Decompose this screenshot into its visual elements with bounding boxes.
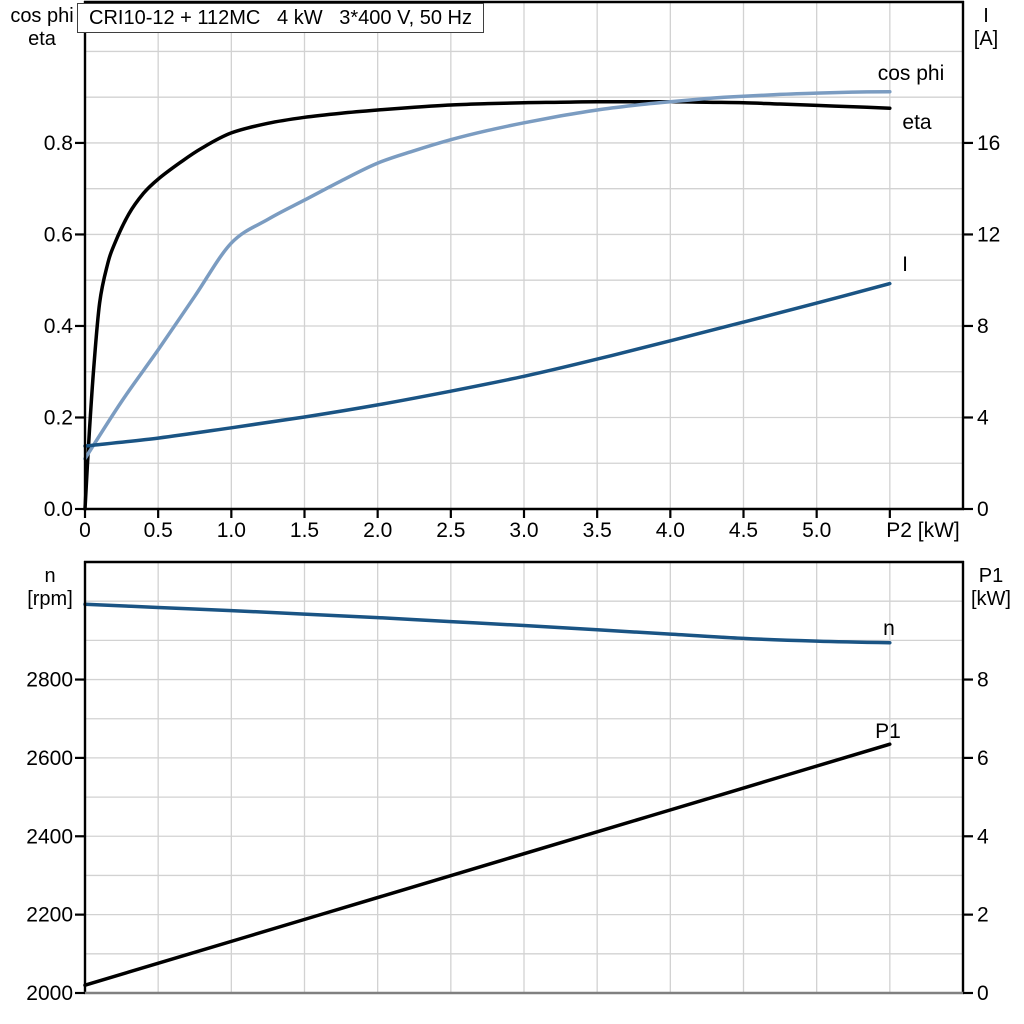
- tick-label-left: 0.0: [44, 498, 73, 521]
- curve-n: [83, 602, 892, 645]
- tick-label-x: 3.0: [509, 519, 538, 542]
- tick-label-x: 3.5: [583, 519, 612, 542]
- tick-label-left: 2200: [26, 904, 73, 927]
- curve-cos-phi: [83, 89, 892, 461]
- tick-label-right: 4: [977, 406, 989, 429]
- tick-label-left: 0.2: [44, 406, 73, 429]
- tick-label-left: 2600: [26, 747, 73, 770]
- curve-label-n: n: [883, 617, 895, 640]
- right-axis-title: [kW]: [971, 588, 1011, 610]
- left-axis-title: [rpm]: [27, 588, 73, 610]
- tick-label-x: 4.0: [656, 519, 685, 542]
- tick-label-right: 8: [977, 315, 989, 338]
- tick-label-x: 0: [79, 519, 91, 542]
- tick-label-right: 2: [977, 904, 989, 927]
- curve-label-P1: P1: [875, 720, 901, 743]
- tick-label-x: 1.0: [217, 519, 246, 542]
- curve-label-I: I: [902, 253, 908, 276]
- tick-label-right: 0: [977, 982, 989, 1005]
- tick-label-x: 2.5: [436, 519, 465, 542]
- curve-P1: [83, 742, 892, 987]
- curve-I: [83, 281, 892, 448]
- left-axis-title: n: [44, 565, 55, 587]
- x-axis-label: P2 [kW]: [886, 519, 960, 542]
- tick-label-x: 5.0: [802, 519, 831, 542]
- tick-label-right: 16: [977, 132, 1000, 155]
- tick-label-x: 2.0: [363, 519, 392, 542]
- tick-label-left: 2400: [26, 825, 73, 848]
- tick-label-left: 0.6: [44, 223, 73, 246]
- tick-label-left: 0.8: [44, 132, 73, 155]
- tick-label-right: 12: [977, 223, 1000, 246]
- tick-label-right: 6: [977, 747, 989, 770]
- tick-label-left: 2000: [26, 982, 73, 1005]
- right-axis-title: P1: [979, 565, 1003, 587]
- tick-label-x: 0.5: [144, 519, 173, 542]
- right-axis-title: I: [983, 5, 989, 27]
- left-axis-title: cos phi: [10, 5, 73, 27]
- tick-label-right: 0: [977, 498, 989, 521]
- left-axis-title: eta: [28, 28, 57, 50]
- tick-label-left: 0.4: [44, 315, 74, 338]
- tick-label-x: 1.5: [290, 519, 319, 542]
- chart-title-box: CRI10-12 + 112MC 4 kW 3*400 V, 50 Hz: [77, 3, 484, 33]
- curve-label-eta: eta: [902, 111, 932, 134]
- tick-label-right: 4: [977, 825, 989, 848]
- tick-label-x: 4.5: [729, 519, 758, 542]
- tick-label-right: 8: [977, 669, 989, 692]
- curve-label-cos-phi: cos phi: [878, 62, 945, 85]
- curve-eta: [83, 100, 892, 511]
- tick-label-left: 2800: [26, 669, 73, 692]
- right-axis-title: [A]: [974, 28, 998, 50]
